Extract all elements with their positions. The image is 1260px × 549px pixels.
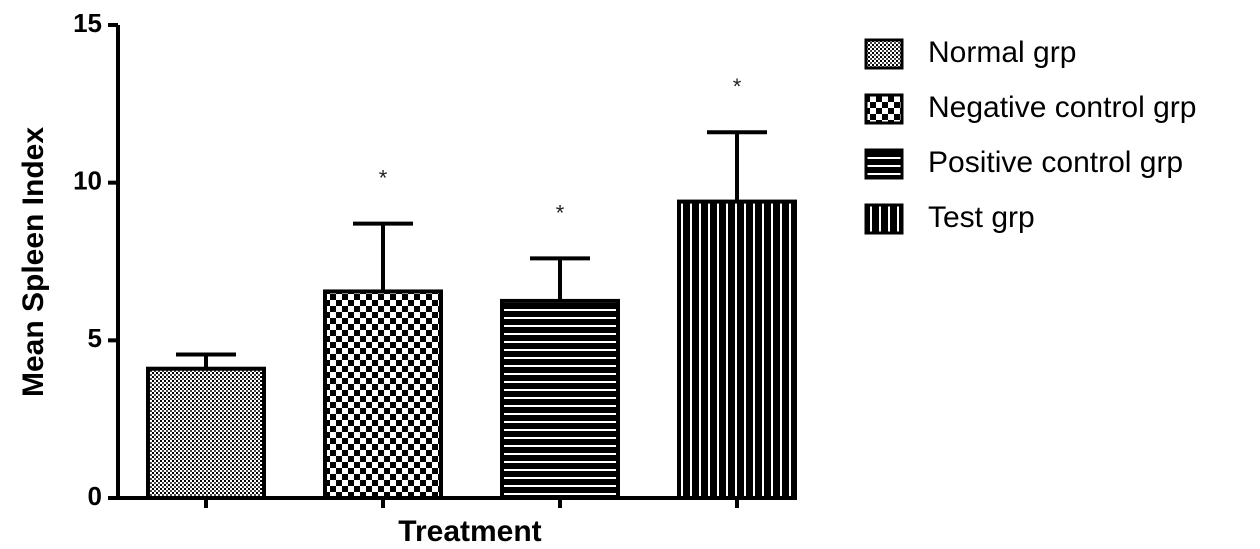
legend-label: Normal grp [928,36,1076,69]
x-axis-title: Treatment [398,515,541,548]
legend-swatch [864,148,904,180]
y-tick-label: 0 [88,481,102,511]
bar-test-grp [677,199,797,500]
y-axis-title: Mean Spleen Index [17,127,50,397]
y-tick-label: 5 [88,323,102,353]
legend-label: Negative control grp [928,91,1196,124]
y-tick-label: 15 [73,8,102,38]
bars [146,199,797,501]
y-ticks: 0 5 10 15 [73,8,118,511]
error-bars [176,130,767,369]
legend-swatch [864,203,904,235]
significance-markers: * * * [379,74,742,225]
legend-swatch [864,38,904,70]
significance-star: * [379,166,388,191]
significance-star: * [733,74,742,99]
legend-label: Positive control grp [928,146,1183,179]
bar-positive-control-grp [500,298,620,500]
legend-label: Test grp [928,201,1035,234]
legend: Normal grp Negative control grp Positive c… [864,36,1196,235]
y-tick-label: 10 [73,166,102,196]
significance-star: * [556,200,565,225]
legend-swatch [864,93,904,125]
bar-normal-grp [146,366,266,501]
bar-negative-control-grp [323,289,443,500]
